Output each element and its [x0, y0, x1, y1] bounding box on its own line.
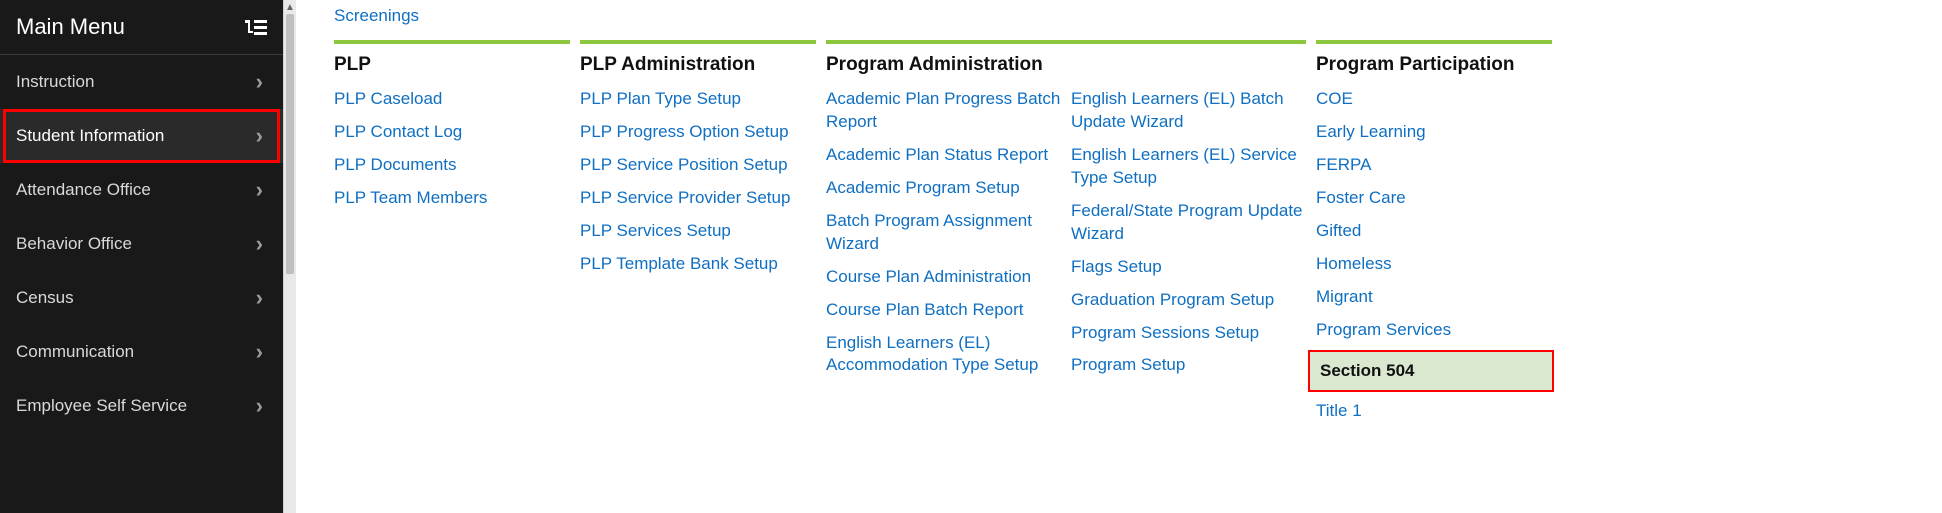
link-section-504[interactable]: Section 504	[1310, 352, 1552, 391]
program-admin-subcols: Academic Plan Progress Batch Report Acade…	[826, 88, 1306, 387]
sidebar-item-attendance-office[interactable]: Attendance Office ›	[0, 163, 283, 217]
sidebar-item-label: Instruction	[16, 72, 94, 92]
link-foster-care[interactable]: Foster Care	[1316, 187, 1552, 210]
col-plp-admin: PLP Administration PLP Plan Type SetupPL…	[580, 40, 826, 433]
chevron-right-icon: ›	[256, 231, 263, 257]
top-link-row: Screenings	[334, 0, 1942, 40]
link-batch-program-assignment-wizard[interactable]: Batch Program Assignment Wizard	[826, 210, 1061, 256]
link-plp-service-position-setup[interactable]: PLP Service Position Setup	[580, 154, 816, 177]
sidebar-item-label: Attendance Office	[16, 180, 151, 200]
link-gifted[interactable]: Gifted	[1316, 220, 1552, 243]
sidebar-item-label: Employee Self Service	[16, 396, 187, 416]
link-program-sessions-setup[interactable]: Program Sessions Setup	[1071, 322, 1306, 345]
chevron-right-icon: ›	[256, 69, 263, 95]
link-plp-caseload[interactable]: PLP Caseload	[334, 88, 570, 111]
link-english-learners-el-batch-update-wizard[interactable]: English Learners (EL) Batch Update Wizar…	[1071, 88, 1306, 134]
link-plp-team-members[interactable]: PLP Team Members	[334, 187, 570, 210]
sidebar-header: Main Menu	[0, 0, 283, 55]
link-plp-progress-option-setup[interactable]: PLP Progress Option Setup	[580, 121, 816, 144]
link-course-plan-batch-report[interactable]: Course Plan Batch Report	[826, 299, 1061, 322]
tree-collapse-icon[interactable]	[245, 18, 267, 36]
link-plp-contact-log[interactable]: PLP Contact Log	[334, 121, 570, 144]
sidebar-item-instruction[interactable]: Instruction ›	[0, 55, 283, 109]
link-migrant[interactable]: Migrant	[1316, 286, 1552, 309]
link-program-setup[interactable]: Program Setup	[1071, 354, 1306, 377]
chevron-right-icon: ›	[256, 339, 263, 365]
col-head-program-participation: Program Participation	[1316, 40, 1552, 76]
link-screenings[interactable]: Screenings	[334, 6, 419, 25]
sidebar-item-student-information[interactable]: Student Information ›	[0, 109, 283, 163]
scrollbar-thumb[interactable]	[286, 14, 294, 274]
link-plp-services-setup[interactable]: PLP Services Setup	[580, 220, 816, 243]
sidebar-item-label: Communication	[16, 342, 134, 362]
col-head-program-admin: Program Administration	[826, 40, 1306, 76]
link-list-program-admin-left: Academic Plan Progress Batch Report Acade…	[826, 88, 1071, 387]
link-program-services[interactable]: Program Services	[1316, 319, 1552, 342]
link-plp-documents[interactable]: PLP Documents	[334, 154, 570, 177]
link-course-plan-administration[interactable]: Course Plan Administration	[826, 266, 1061, 289]
link-academic-plan-status-report[interactable]: Academic Plan Status Report	[826, 144, 1061, 167]
scrollbar[interactable]: ▲	[283, 0, 296, 513]
link-list-plp-admin: PLP Plan Type Setup PLP Progress Option S…	[580, 88, 816, 276]
sidebar-item-label: Student Information	[16, 126, 164, 146]
sidebar-title: Main Menu	[16, 14, 125, 40]
link-title-1[interactable]: Title 1	[1316, 400, 1552, 423]
col-head-plp: PLP	[334, 40, 570, 76]
sidebar-item-label: Census	[16, 288, 74, 308]
link-list-program-admin-right: English Learners (EL) Batch Update Wizar…	[1071, 88, 1306, 387]
link-federal-state-program-update-wizard[interactable]: Federal/State Program Update Wizard	[1071, 200, 1306, 246]
columns: PLP PLP Caseload PLP Contact Log PLP Docum…	[334, 40, 1942, 433]
link-academic-plan-progress-batch-report[interactable]: Academic Plan Progress Batch Report	[826, 88, 1061, 134]
link-list-plp: PLP Caseload PLP Contact Log PLP Documents…	[334, 88, 570, 210]
sidebar-item-label: Behavior Office	[16, 234, 132, 254]
link-plp-template-bank-setup[interactable]: PLP Template Bank Setup	[580, 253, 816, 276]
link-list-program-participation: COE Early Learning FERPA Foster Care Gifted H…	[1316, 88, 1552, 423]
link-coe[interactable]: COE	[1316, 88, 1552, 111]
chevron-right-icon: ›	[256, 393, 263, 419]
sidebar-items: Instruction›Student Information›Attendan…	[0, 55, 283, 433]
link-english-learners-el-accommodation-type-setup[interactable]: English Learners (EL) Accommodation Type…	[826, 332, 1061, 378]
link-early-learning[interactable]: Early Learning	[1316, 121, 1552, 144]
col-program-participation: Program Participation COE Early Learning F…	[1316, 40, 1562, 433]
col-program-admin: Program Administration Academic Plan Pro…	[826, 40, 1316, 433]
link-graduation-program-setup[interactable]: Graduation Program Setup	[1071, 289, 1306, 312]
sidebar-item-employee-self-service[interactable]: Employee Self Service ›	[0, 379, 283, 433]
chevron-right-icon: ›	[256, 123, 263, 149]
link-plp-service-provider-setup[interactable]: PLP Service Provider Setup	[580, 187, 816, 210]
link-english-learners-el-service-type-setup[interactable]: English Learners (EL) Service Type Setup	[1071, 144, 1306, 190]
sidebar-item-census[interactable]: Census ›	[0, 271, 283, 325]
col-head-plp-admin: PLP Administration	[580, 40, 816, 76]
chevron-right-icon: ›	[256, 177, 263, 203]
link-homeless[interactable]: Homeless	[1316, 253, 1552, 276]
link-plp-plan-type-setup[interactable]: PLP Plan Type Setup	[580, 88, 816, 111]
scroll-up-icon[interactable]: ▲	[284, 0, 296, 14]
sidebar-item-communication[interactable]: Communication ›	[0, 325, 283, 379]
col-plp: PLP PLP Caseload PLP Contact Log PLP Docum…	[334, 40, 580, 433]
sidebar-inner: Main Menu Instruction›Student Informatio…	[0, 0, 283, 513]
link-ferpa[interactable]: FERPA	[1316, 154, 1552, 177]
sidebar: Main Menu Instruction›Student Informatio…	[0, 0, 296, 513]
chevron-right-icon: ›	[256, 285, 263, 311]
link-flags-setup[interactable]: Flags Setup	[1071, 256, 1306, 279]
content: Screenings PLP PLP Caseload PLP Contact L…	[300, 0, 1942, 513]
link-academic-program-setup[interactable]: Academic Program Setup	[826, 177, 1061, 200]
sidebar-item-behavior-office[interactable]: Behavior Office ›	[0, 217, 283, 271]
